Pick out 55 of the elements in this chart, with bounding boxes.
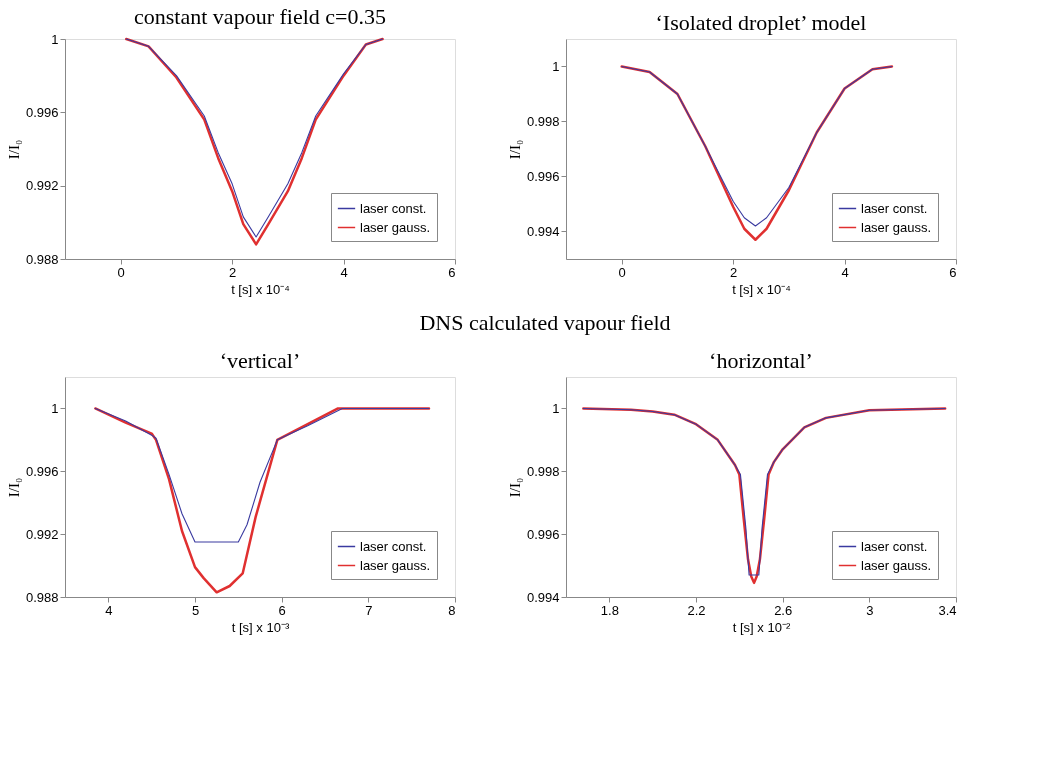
x-tick-label: 4 bbox=[841, 264, 849, 280]
chart-title: ‘horizontal’ bbox=[709, 348, 813, 373]
y-tick-label: 0.992 bbox=[25, 526, 59, 542]
y-axis-title: I/I₀ bbox=[506, 139, 523, 160]
x-tick-label: 5 bbox=[191, 602, 200, 618]
y-axis-title: I/I₀ bbox=[5, 477, 22, 498]
legend-label: laser const. bbox=[360, 200, 427, 216]
x-tick-label: 2 bbox=[229, 264, 237, 280]
x-tick-label: 6 bbox=[278, 602, 286, 618]
legend-label: laser gauss. bbox=[861, 557, 932, 573]
y-tick-label: 0.988 bbox=[25, 589, 59, 605]
x-tick-label: 2.2 bbox=[687, 602, 706, 618]
x-axis-title: t [s] x 10⁻⁴ bbox=[732, 281, 791, 297]
y-axis-title: I/I₀ bbox=[506, 477, 523, 498]
x-tick-label: 2.6 bbox=[774, 602, 793, 618]
x-tick-label: 0 bbox=[117, 264, 125, 280]
x-tick-label: 6 bbox=[949, 264, 957, 280]
y-tick-label: 1 bbox=[51, 31, 59, 47]
legend-label: laser const. bbox=[360, 538, 427, 554]
chart-title: ‘vertical’ bbox=[219, 348, 301, 373]
x-tick-label: 7 bbox=[365, 602, 373, 618]
y-tick-label: 0.996 bbox=[25, 104, 59, 120]
y-axis-title: I/I₀ bbox=[5, 139, 22, 160]
x-axis-title: t [s] x 10⁻⁴ bbox=[231, 281, 290, 297]
x-axis-title: t [s] x 10⁻² bbox=[732, 619, 791, 635]
x-tick-label: 1.8 bbox=[600, 602, 619, 618]
legend-label: laser gauss. bbox=[360, 219, 431, 235]
y-tick-label: 0.998 bbox=[526, 114, 560, 129]
x-tick-label: 0 bbox=[618, 264, 626, 280]
chart-title: constant vapour field c=0.35 bbox=[134, 4, 386, 29]
legend-label: laser gauss. bbox=[360, 557, 431, 573]
y-tick-label: 0.988 bbox=[25, 251, 59, 267]
legend-label: laser const. bbox=[861, 200, 928, 216]
x-tick-label: 8 bbox=[448, 602, 456, 618]
text: DNS calculated vapour field bbox=[419, 310, 671, 335]
chart-title: ‘Isolated droplet’ model bbox=[655, 10, 867, 35]
y-tick-label: 1 bbox=[51, 400, 59, 416]
y-tick-label: 0.992 bbox=[25, 178, 59, 194]
legend-label: laser const. bbox=[861, 538, 928, 554]
legend-label: laser gauss. bbox=[861, 219, 932, 235]
y-tick-label: 0.994 bbox=[526, 224, 560, 239]
y-tick-label: 1 bbox=[552, 400, 560, 416]
y-tick-label: 0.996 bbox=[526, 526, 560, 542]
x-tick-label: 4 bbox=[105, 602, 113, 618]
x-tick-label: 6 bbox=[448, 264, 456, 280]
x-axis-title: t [s] x 10⁻³ bbox=[231, 619, 290, 635]
y-tick-label: 0.994 bbox=[526, 589, 560, 605]
y-tick-label: 0.996 bbox=[526, 169, 560, 184]
x-tick-label: 4 bbox=[340, 264, 348, 280]
x-tick-label: 2 bbox=[730, 264, 738, 280]
y-tick-label: 0.996 bbox=[25, 463, 59, 479]
y-tick-label: 1 bbox=[552, 59, 560, 74]
y-tick-label: 0.998 bbox=[526, 463, 560, 479]
x-tick-label: 3.4 bbox=[938, 602, 957, 618]
x-tick-label: 3 bbox=[866, 602, 874, 618]
